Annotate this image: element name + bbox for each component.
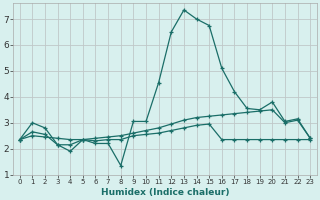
X-axis label: Humidex (Indice chaleur): Humidex (Indice chaleur)	[101, 188, 229, 197]
